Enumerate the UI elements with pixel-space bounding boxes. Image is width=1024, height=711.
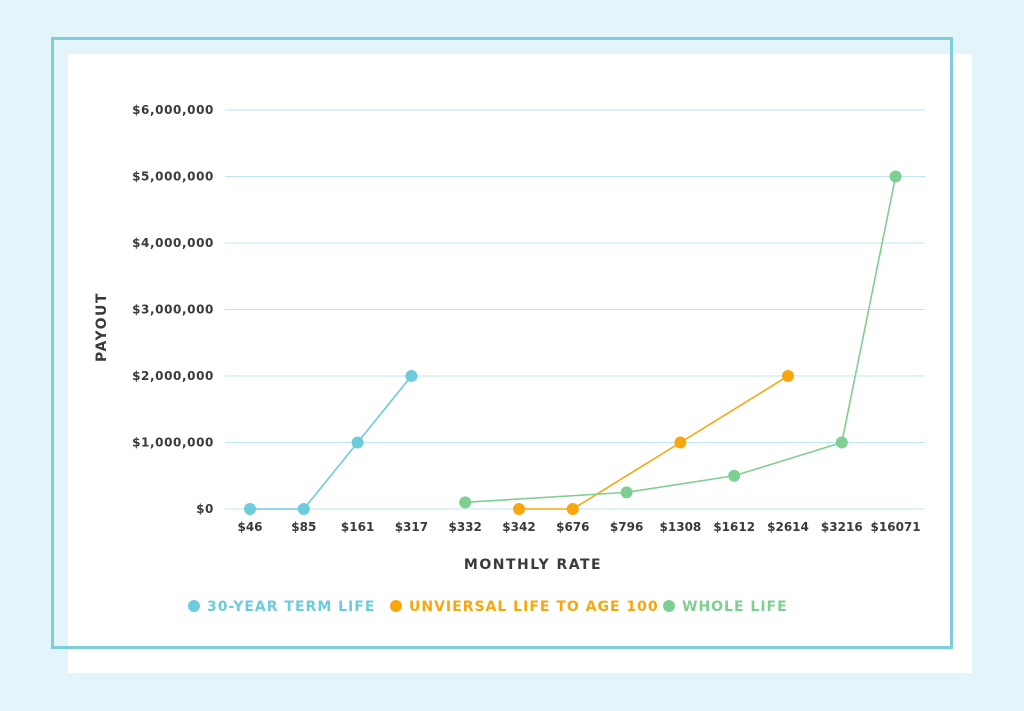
data-point xyxy=(244,503,256,515)
data-point xyxy=(351,436,364,449)
x-tick-label: $3216 xyxy=(821,520,863,534)
data-point xyxy=(674,436,687,449)
y-axis-title: PAYOUT xyxy=(94,292,110,362)
data-point xyxy=(835,436,848,449)
legend-label: WHOLE LIFE xyxy=(682,599,788,615)
legend-label: UNVIERSAL LIFE TO AGE 100 xyxy=(409,599,659,615)
chart-card xyxy=(68,54,972,673)
y-tick-label: $6,000,000 xyxy=(132,103,214,117)
x-tick-label: $796 xyxy=(610,520,643,534)
legend-marker xyxy=(188,600,200,612)
data-point xyxy=(297,503,310,515)
chart-frame xyxy=(51,37,953,649)
series-line xyxy=(519,375,789,510)
x-tick-label: $16071 xyxy=(871,520,921,534)
y-tick-label: $0 xyxy=(196,502,214,516)
data-point xyxy=(782,370,794,382)
data-point xyxy=(728,469,741,482)
data-point xyxy=(566,503,579,515)
y-tick-label: $1,000,000 xyxy=(132,436,214,450)
x-tick-label: $676 xyxy=(556,520,589,534)
x-tick-label: $332 xyxy=(448,520,481,534)
grid-lines xyxy=(225,109,925,510)
y-tick-label: $3,000,000 xyxy=(132,303,214,317)
data-point xyxy=(620,486,633,499)
data-point xyxy=(405,370,418,382)
legend-marker xyxy=(663,600,675,612)
y-tick-labels: $0 $1,000,000 $2,000,000 $3,000,000 $4,000,0… xyxy=(132,103,214,516)
legend-item: 30-YEAR TERM LIFE xyxy=(188,599,375,615)
legend-marker xyxy=(390,600,402,612)
x-tick-label: $317 xyxy=(395,520,428,534)
series-line xyxy=(250,375,413,510)
x-tick-label: $1308 xyxy=(660,520,702,534)
data-point xyxy=(513,503,525,515)
x-tick-labels: $46 $85 $161 $317 $332 $342 $676 $796 $1308 $1612… xyxy=(237,520,920,534)
data-point xyxy=(459,496,472,509)
series-lines xyxy=(244,170,902,515)
legend: 30-YEAR TERM LIFE UNVIERSAL LIFE TO AGE 1… xyxy=(188,599,788,615)
x-axis-title: MONTHLY RATE xyxy=(464,557,602,573)
legend-item: WHOLE LIFE xyxy=(663,599,788,615)
x-tick-label: $342 xyxy=(502,520,535,534)
x-tick-label: $1612 xyxy=(713,520,755,534)
data-point xyxy=(889,170,902,183)
y-tick-label: $5,000,000 xyxy=(132,170,214,184)
x-tick-label: $2614 xyxy=(767,520,809,534)
series-group xyxy=(244,370,418,515)
series-group xyxy=(459,170,902,509)
legend-label: 30-YEAR TERM LIFE xyxy=(207,599,375,615)
y-tick-label: $2,000,000 xyxy=(132,369,214,383)
x-tick-label: $161 xyxy=(341,520,374,534)
x-tick-label: $46 xyxy=(237,520,262,534)
x-tick-label: $85 xyxy=(291,520,316,534)
series-group xyxy=(513,370,794,515)
y-tick-label: $4,000,000 xyxy=(132,236,214,250)
legend-item: UNVIERSAL LIFE TO AGE 100 xyxy=(390,599,659,615)
series-line xyxy=(465,176,897,504)
